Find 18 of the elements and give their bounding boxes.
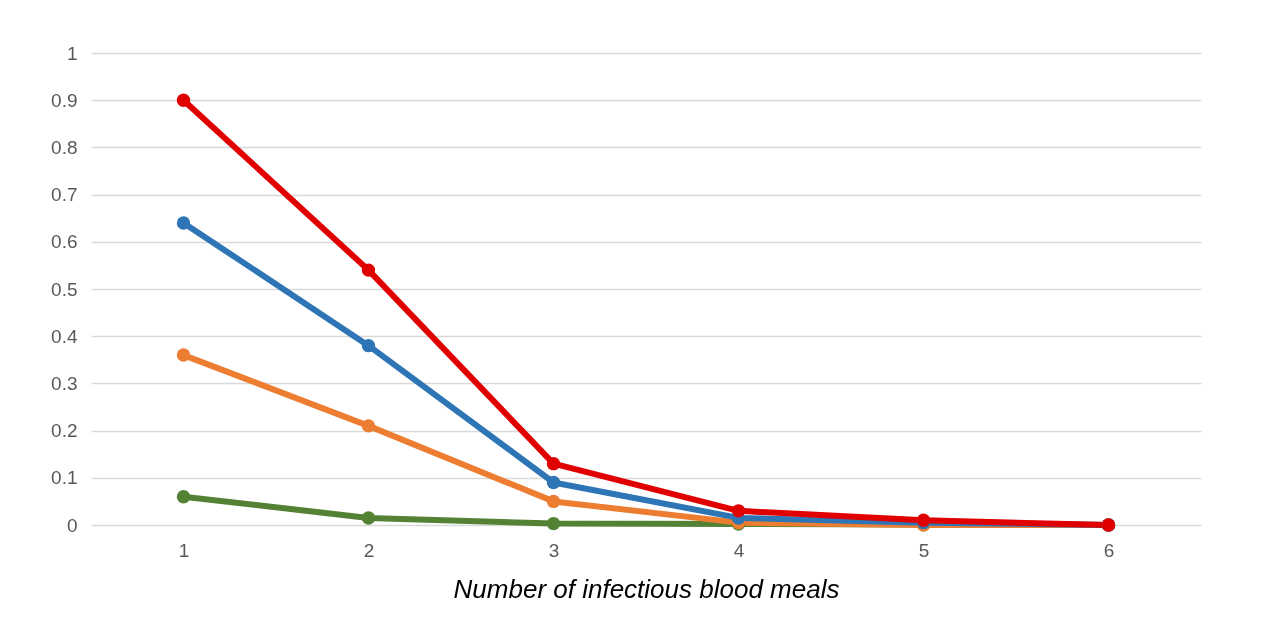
y-tick-label: 0.8 <box>51 136 78 158</box>
y-tick-label: 0.2 <box>51 420 78 442</box>
x-tick-label: 6 <box>1103 539 1115 561</box>
y-tick-label: 0.9 <box>51 89 78 111</box>
y-tick-label: 1 <box>66 42 78 64</box>
y-tick-label: 0.7 <box>51 184 78 206</box>
x-tick-label: 4 <box>733 539 745 561</box>
y-tick-label: 0.3 <box>51 372 78 394</box>
x-tick-label: 5 <box>918 539 930 561</box>
y-tick-label: 0.6 <box>51 231 78 253</box>
y-tick-label: 0.1 <box>51 467 78 489</box>
y-tick-label: 0.5 <box>51 278 78 300</box>
x-tick-label: 3 <box>548 539 560 561</box>
x-axis-title: Number of infectious blood meals <box>453 573 840 604</box>
x-tick-label: 2 <box>363 539 375 561</box>
y-tick-label: 0 <box>66 514 78 536</box>
x-tick-label: 1 <box>178 539 190 561</box>
y-tick-label: 0.4 <box>51 325 78 347</box>
